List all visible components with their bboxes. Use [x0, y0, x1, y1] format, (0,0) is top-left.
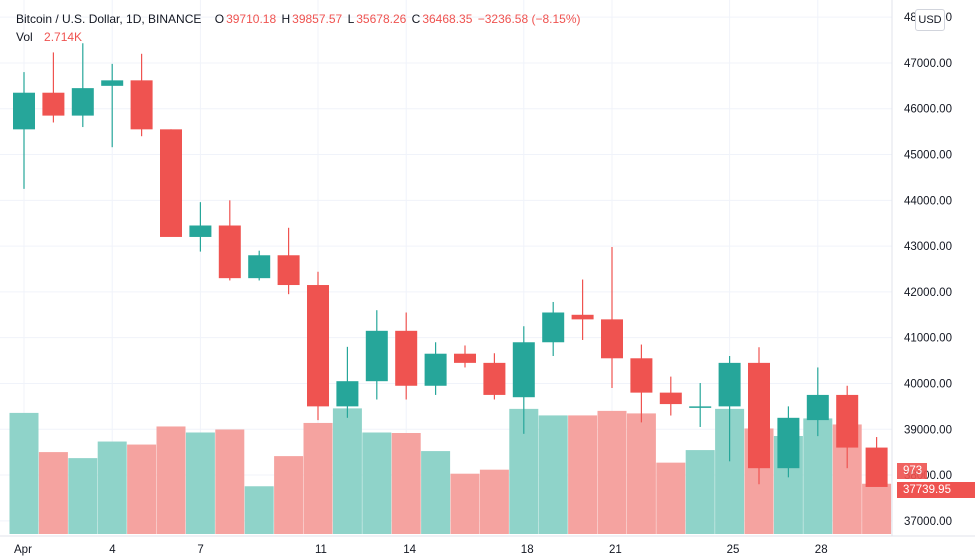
close-value: 36468.35 [422, 12, 473, 26]
candle-body [865, 447, 888, 487]
candle-body [189, 225, 212, 237]
x-tick-label: Apr [14, 544, 32, 556]
candle-body [542, 312, 565, 343]
volume-bar [185, 432, 215, 534]
candle-body [483, 362, 506, 395]
candle-body [630, 358, 653, 393]
vol-label: Vol [16, 30, 33, 44]
volume-bar [68, 458, 98, 534]
candle-body [806, 394, 829, 421]
candle-body [777, 417, 800, 469]
candle-body [601, 319, 623, 359]
volume-bar [862, 483, 892, 534]
open-value: 39710.18 [226, 12, 277, 26]
ohlc-legend: Bitcoin / U.S. Dollar, 1D, BINANCE O 3971… [16, 12, 582, 26]
candle-body [424, 353, 447, 386]
candle-body [218, 225, 241, 279]
x-tick-label: 25 [727, 544, 740, 556]
volume-bar [38, 452, 68, 534]
close-key: C [411, 12, 421, 26]
volume-bar [538, 415, 568, 534]
candle-body [42, 92, 65, 116]
volume-bar [127, 444, 157, 534]
candle-body [718, 362, 741, 407]
candle-body [71, 88, 94, 116]
candle-body [836, 394, 859, 448]
y-tick-label: 41000.00 [904, 333, 952, 345]
y-tick-label: 45000.00 [904, 150, 952, 162]
volume-bar [656, 462, 686, 534]
candle-body [689, 406, 712, 408]
last-price-tag: 37739.95 [897, 482, 975, 498]
candle-body [571, 314, 594, 320]
low-value: 35678.26 [356, 12, 407, 26]
volume-bar [685, 450, 715, 534]
candle-body [336, 381, 359, 407]
candle-body [160, 129, 182, 237]
x-tick-label: 7 [197, 544, 203, 556]
candle-body [365, 330, 388, 382]
x-tick-label: 28 [815, 544, 828, 556]
candle-body [277, 255, 300, 286]
volume-bar [9, 412, 39, 534]
volume-bar [626, 413, 656, 534]
volume-bar [156, 426, 186, 534]
y-tick-label: 42000.00 [904, 287, 952, 299]
candle-body [101, 80, 124, 86]
x-tick-label: 21 [609, 544, 622, 556]
volume-legend: Vol 2.714K [16, 30, 84, 44]
candle-body [130, 80, 153, 130]
candle-body [748, 362, 770, 469]
x-tick-label: 18 [521, 544, 534, 556]
symbol-title: Bitcoin / U.S. Dollar, 1D, BINANCE [16, 12, 202, 26]
time-scale-bg [0, 536, 975, 559]
volume-bar [568, 415, 598, 534]
volume-bar [215, 429, 245, 534]
y-tick-label: 44000.00 [904, 195, 952, 207]
y-tick-label: 46000.00 [904, 104, 952, 116]
volume-bar [803, 418, 833, 534]
y-tick-label: 47000.00 [904, 58, 952, 70]
candle-body [512, 342, 535, 398]
volume-bar [97, 441, 127, 534]
y-tick-label: 37000.00 [904, 516, 952, 528]
y-tick-label: 40000.00 [904, 378, 952, 390]
candle-body [248, 255, 271, 279]
volume-bar [274, 456, 304, 534]
change-value: −3236.58 (−8.15%) [477, 12, 581, 26]
low-key: L [347, 12, 355, 26]
y-tick-label: 43000.00 [904, 241, 952, 253]
volume-bar [362, 432, 392, 534]
open-key: O [214, 12, 225, 26]
volume-bar [244, 486, 274, 534]
volume-bar [450, 473, 480, 534]
vol-value: 2.714K [44, 30, 83, 44]
volume-bar [597, 410, 627, 534]
volume-bar [421, 451, 451, 534]
x-tick-label: 14 [403, 544, 416, 556]
candle-body [454, 353, 476, 363]
volume-bar [303, 422, 333, 534]
volume-bar [479, 469, 509, 534]
volume-bar [391, 432, 421, 534]
y-tick-label: 39000.00 [904, 424, 952, 436]
candle-body [307, 285, 329, 407]
candle-body [659, 392, 682, 405]
x-tick-label: 4 [109, 544, 116, 556]
high-key: H [281, 12, 291, 26]
currency-button[interactable]: USD [915, 9, 945, 31]
high-value: 39857.57 [292, 12, 343, 26]
volume-bar [332, 408, 362, 534]
x-tick-label: 11 [315, 544, 327, 556]
volume-price-tag: 973 [897, 463, 927, 479]
candle-body [13, 92, 35, 130]
candle-body [395, 330, 418, 386]
